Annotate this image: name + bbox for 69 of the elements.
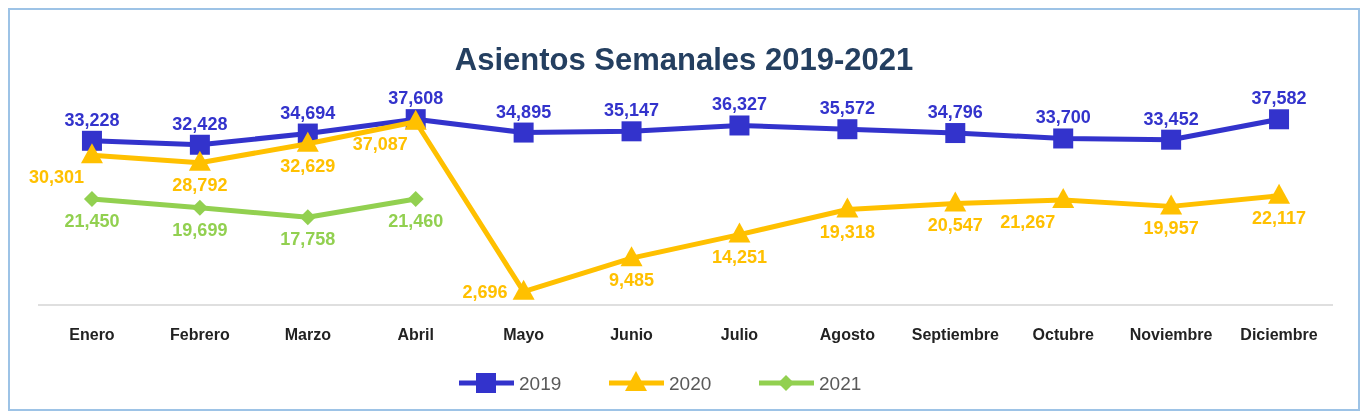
point <box>1161 129 1182 150</box>
point <box>837 119 858 140</box>
data-label: 34,895 <box>496 101 552 122</box>
x-tick-label: Septiembre <box>911 326 999 343</box>
x-tick-label: Mayo <box>503 326 545 343</box>
chart-title: Asientos Semanales 2019-2021 <box>454 42 914 77</box>
data-label: 9,485 <box>609 270 655 291</box>
x-tick-label: Octubre <box>1032 326 1094 343</box>
point <box>728 222 751 243</box>
x-tick-label: Marzo <box>284 326 332 343</box>
point <box>83 191 100 207</box>
data-label: 32,629 <box>280 155 336 176</box>
point <box>620 246 643 267</box>
data-label: 14,251 <box>711 246 767 267</box>
point <box>81 130 102 151</box>
data-label: 33,228 <box>64 109 120 130</box>
data-label: 34,694 <box>280 102 336 123</box>
data-label: 19,699 <box>172 219 228 240</box>
point <box>189 134 210 155</box>
x-tick-label: Febrero <box>170 326 230 343</box>
point <box>513 122 534 143</box>
data-label: 17,758 <box>280 229 336 250</box>
point <box>299 209 316 226</box>
x-tick-label: Enero <box>69 326 115 343</box>
x-tick-label: Abril <box>397 326 434 343</box>
data-label: 21,267 <box>1000 211 1056 232</box>
point <box>1268 183 1291 204</box>
data-label: 33,452 <box>1143 108 1199 129</box>
point <box>407 190 424 207</box>
point <box>836 197 859 218</box>
point <box>621 121 642 142</box>
data-label: 19,318 <box>819 221 875 242</box>
data-label: 21,460 <box>388 210 444 231</box>
x-tick-label: Agosto <box>819 326 876 343</box>
data-label: 20,547 <box>927 215 983 236</box>
x-tick-label: Noviembre <box>1129 326 1213 343</box>
point <box>80 143 103 164</box>
data-label: 37,582 <box>1251 88 1307 109</box>
point <box>945 123 966 144</box>
point <box>729 115 750 136</box>
point <box>1269 109 1290 130</box>
legend-label: 2019 <box>519 373 562 394</box>
data-label: 32,428 <box>172 113 228 134</box>
data-label: 2,696 <box>462 281 508 302</box>
point <box>512 279 535 300</box>
point <box>296 131 319 152</box>
data-label: 28,792 <box>172 174 228 195</box>
data-label: 37,087 <box>352 133 408 154</box>
point <box>188 150 211 171</box>
data-label: 36,327 <box>711 94 767 115</box>
data-label: 35,572 <box>819 98 875 119</box>
data-label: 37,608 <box>388 88 444 109</box>
data-label: 22,117 <box>1252 207 1307 228</box>
x-tick-label: Julio <box>720 326 759 343</box>
point <box>1160 194 1183 215</box>
legend-label: 2020 <box>669 373 712 394</box>
x-tick-label: Junio <box>610 326 654 343</box>
data-label: 19,957 <box>1143 218 1199 239</box>
x-tick-label: Diciembre <box>1240 326 1318 343</box>
data-label: 33,700 <box>1035 107 1091 128</box>
legend-label: 2021 <box>819 373 862 394</box>
data-label: 30,301 <box>28 167 84 188</box>
point <box>191 199 208 216</box>
data-label: 21,450 <box>64 211 120 231</box>
data-label: 34,796 <box>927 102 983 123</box>
point <box>1053 128 1074 149</box>
point <box>944 191 967 212</box>
data-label: 35,147 <box>604 100 660 121</box>
point <box>1052 187 1075 208</box>
